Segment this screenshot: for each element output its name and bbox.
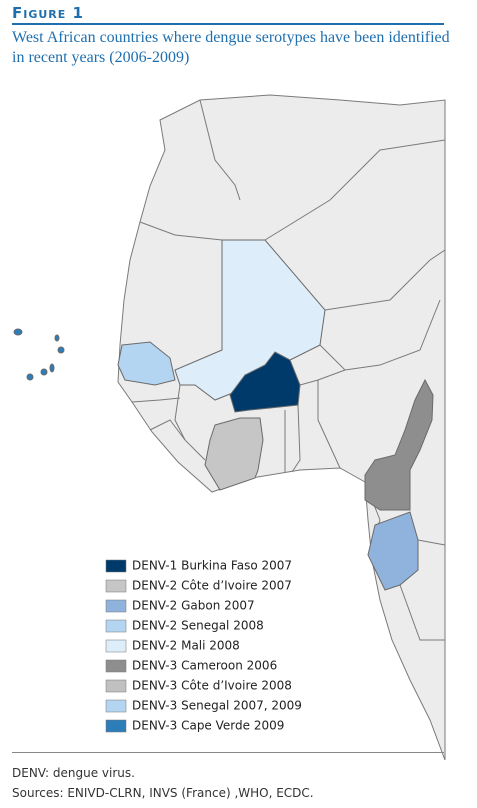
legend: DENV-1 Burkina Faso 2007 DENV-2 Côte d’Iv… — [105, 559, 302, 733]
country-border — [174, 384, 206, 461]
legend-label: DENV-3 Côte d’Ivoire 2008 — [132, 679, 292, 693]
abbreviation-note: DENV: dengue virus. — [12, 766, 135, 780]
map: DENV-1 Burkina Faso 2007 DENV-2 Côte d’Iv… — [13, 94, 446, 760]
header-rule — [12, 23, 444, 25]
burkina-faso — [229, 351, 301, 413]
legend-swatch — [105, 619, 127, 633]
legend-label: DENV-2 Côte d’Ivoire 2007 — [132, 579, 292, 593]
country-border — [317, 380, 341, 469]
legend-label: DENV-2 Gabon 2007 — [132, 599, 255, 613]
country-border — [399, 584, 445, 641]
legend-swatch — [105, 719, 127, 733]
cape-verde-island — [57, 346, 65, 354]
country-border — [139, 221, 223, 241]
cape-verde-island — [26, 373, 34, 381]
legend-swatch — [105, 679, 127, 693]
legend-label: DENV-1 Burkina Faso 2007 — [132, 559, 292, 573]
legend-swatch — [105, 699, 127, 713]
country-border — [199, 99, 241, 201]
country-border — [319, 299, 441, 371]
footer-rule — [12, 752, 444, 753]
legend-label: DENV-3 Senegal 2007, 2009 — [132, 699, 302, 713]
legend-label: DENV-3 Cameroon 2006 — [132, 659, 277, 673]
legend-label: DENV-2 Senegal 2008 — [132, 619, 264, 633]
legend-swatch — [105, 659, 127, 673]
legend-swatch — [105, 559, 127, 573]
country-border — [417, 539, 446, 546]
country-border — [324, 249, 446, 311]
cape-verde-island — [40, 368, 48, 376]
legend-swatch — [105, 639, 127, 653]
cameroon — [364, 378, 434, 511]
figure-title: West African countries where dengue sero… — [12, 29, 450, 66]
senegal — [117, 341, 176, 386]
sources-note: Sources: ENIVD-CLRN, INVS (France) ,WHO,… — [12, 786, 314, 800]
cote-divoire — [204, 417, 264, 491]
country-border — [264, 139, 446, 241]
cape-verde-island — [49, 363, 55, 373]
country-border — [291, 404, 301, 473]
cape-verde-island — [54, 334, 60, 342]
country-border — [131, 397, 181, 403]
legend-label: DENV-2 Mali 2008 — [132, 639, 240, 653]
legend-swatch — [105, 599, 127, 613]
cape-verde-island — [13, 328, 23, 336]
legend-swatch — [105, 579, 127, 593]
legend-label: DENV-3 Cape Verde 2009 — [132, 719, 284, 733]
gabon — [367, 511, 419, 591]
country-border — [149, 419, 186, 441]
figure-label: Figure 1 — [12, 4, 84, 22]
